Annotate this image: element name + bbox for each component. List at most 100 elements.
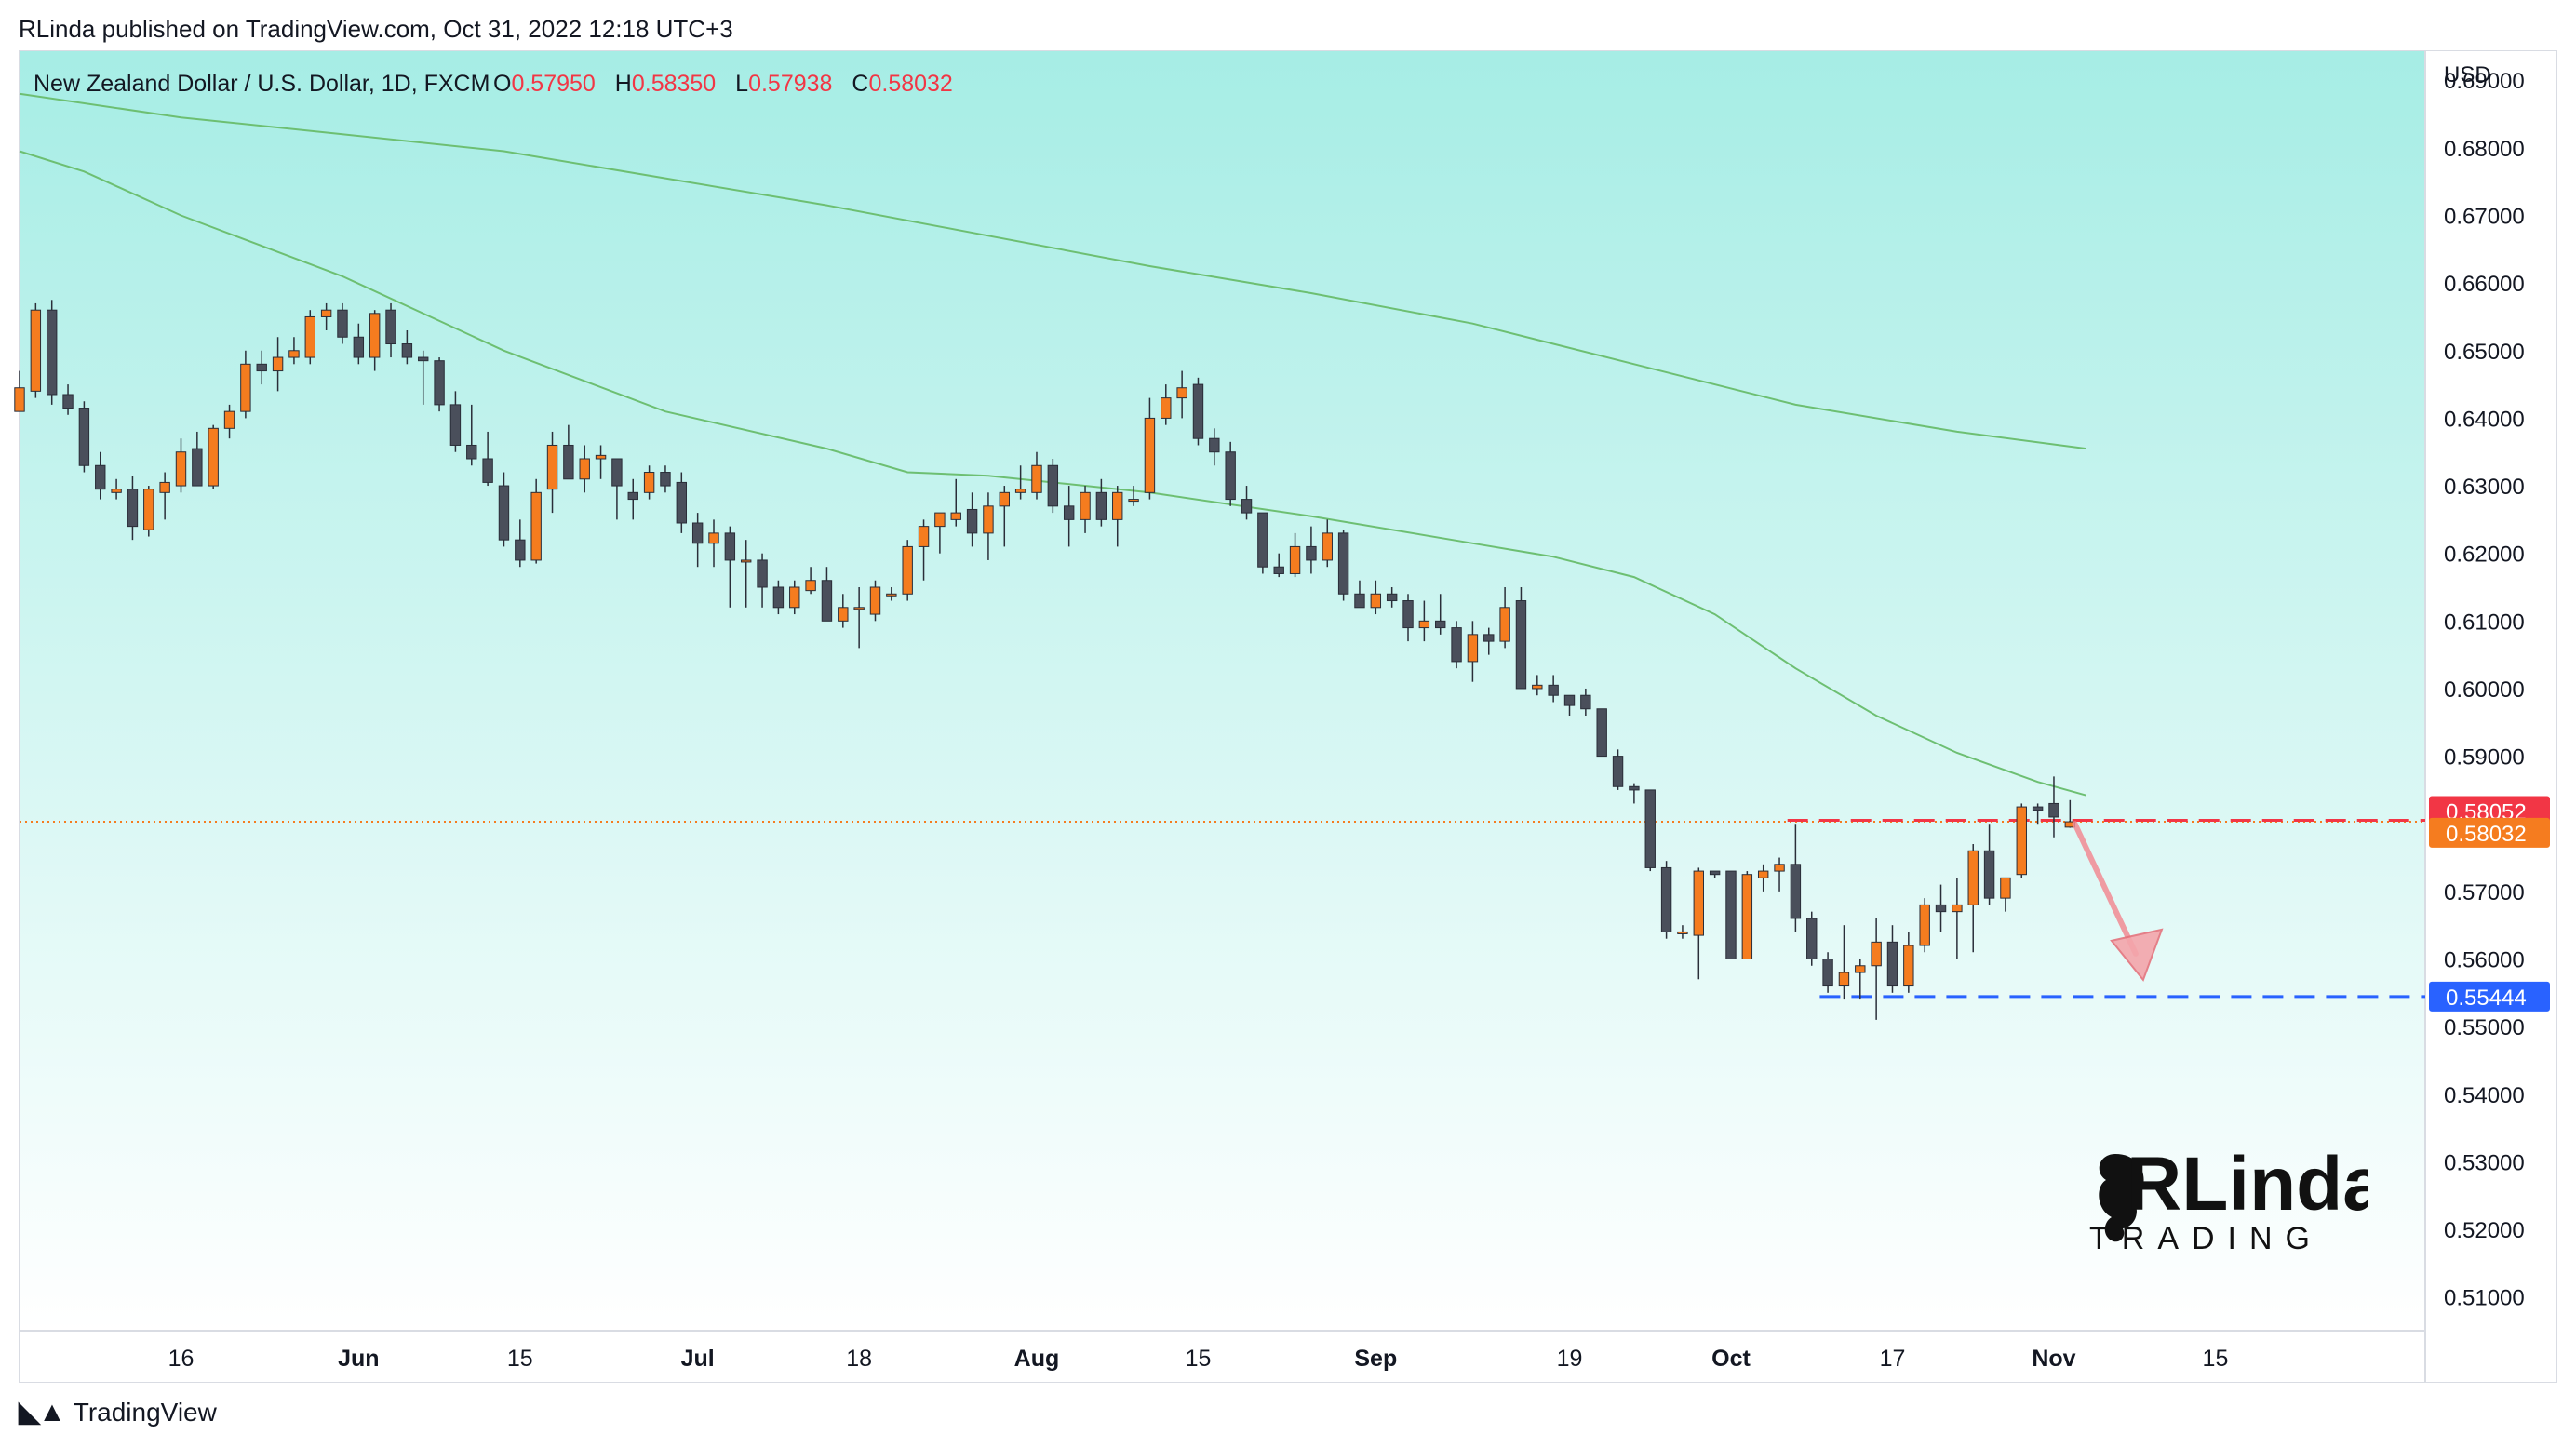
candle-body bbox=[1563, 694, 1576, 706]
candle-body bbox=[546, 444, 558, 490]
candle-body bbox=[1532, 684, 1543, 690]
candle-body bbox=[934, 512, 946, 528]
candle bbox=[1580, 688, 1591, 717]
candle bbox=[1014, 465, 1026, 500]
candle bbox=[1257, 512, 1268, 574]
candle bbox=[1467, 621, 1479, 682]
candle bbox=[1354, 580, 1365, 609]
time-tick-label: 16 bbox=[168, 1346, 195, 1372]
candle-body bbox=[256, 363, 267, 372]
candle bbox=[660, 465, 671, 493]
price-tick-label: 0.55000 bbox=[2444, 1015, 2525, 1040]
candle-body bbox=[1386, 593, 1398, 602]
candle bbox=[1209, 428, 1220, 466]
candle bbox=[2000, 877, 2011, 912]
candle-body bbox=[869, 586, 881, 615]
price-tick-label: 0.53000 bbox=[2444, 1150, 2525, 1175]
candle-body bbox=[611, 458, 623, 487]
candle bbox=[30, 302, 42, 398]
candle bbox=[1660, 861, 1672, 939]
candle bbox=[789, 580, 800, 615]
candle-body bbox=[1128, 499, 1139, 503]
candle-body bbox=[466, 444, 477, 460]
chart-legend: New Zealand Dollar / U.S. Dollar, 1D, FX… bbox=[34, 71, 953, 97]
candle-body bbox=[1612, 756, 1624, 787]
candle-body bbox=[1629, 785, 1640, 791]
candle bbox=[1095, 478, 1107, 527]
candle bbox=[1483, 627, 1495, 655]
candle-body bbox=[983, 505, 994, 534]
candle bbox=[741, 540, 752, 608]
time-tick-label: Oct bbox=[1711, 1346, 1751, 1372]
candle-body bbox=[1580, 694, 1591, 710]
candle bbox=[1370, 580, 1382, 615]
candle-body bbox=[772, 586, 785, 609]
time-tick-label: 15 bbox=[1186, 1346, 1212, 1372]
candle-body bbox=[515, 539, 526, 561]
candle bbox=[498, 472, 510, 547]
candle bbox=[546, 431, 558, 514]
candle-body bbox=[320, 309, 332, 317]
forecast-arrow-layer bbox=[2072, 821, 2164, 982]
time-tick-label: Nov bbox=[2032, 1346, 2075, 1372]
price-label-box bbox=[2429, 817, 2550, 848]
candle bbox=[466, 404, 477, 466]
candle-body bbox=[1709, 870, 1721, 876]
candle-body bbox=[660, 472, 671, 487]
candle bbox=[14, 370, 25, 412]
candle bbox=[595, 445, 607, 479]
candle-body bbox=[886, 593, 897, 597]
candle-body bbox=[1080, 491, 1091, 520]
candle-body bbox=[1935, 904, 1947, 913]
candle-body bbox=[1257, 512, 1268, 568]
candle-body bbox=[1903, 945, 1914, 987]
chart-frame[interactable] bbox=[19, 50, 2557, 1383]
candle-body bbox=[838, 607, 849, 622]
candle bbox=[838, 594, 849, 628]
candle bbox=[708, 519, 719, 568]
candle-body bbox=[1886, 941, 1898, 987]
candle-body bbox=[1967, 850, 1979, 905]
candle-body bbox=[966, 508, 978, 534]
time-tick-label: 18 bbox=[846, 1346, 872, 1372]
candle-body bbox=[1725, 870, 1737, 960]
legend-ohlc: O0.57950 H0.58350 L0.57938 C0.58032 bbox=[493, 71, 953, 97]
candle-body bbox=[127, 489, 139, 528]
candle bbox=[1289, 532, 1301, 578]
candle bbox=[1855, 959, 1866, 1000]
candle-body bbox=[1548, 684, 1559, 696]
candle bbox=[1644, 789, 1656, 872]
candle-body bbox=[1192, 383, 1204, 439]
candle-body bbox=[708, 532, 719, 544]
candle bbox=[1128, 486, 1139, 506]
candle bbox=[1677, 925, 1688, 939]
candle-body bbox=[1871, 941, 1882, 967]
candle bbox=[304, 310, 315, 365]
tradingview-logo-icon: ◣▲ bbox=[19, 1397, 66, 1428]
candle-body bbox=[1322, 532, 1333, 561]
candle bbox=[369, 310, 381, 371]
candle-body bbox=[1451, 627, 1462, 663]
candle bbox=[320, 302, 332, 330]
legend-h-value: 0.58350 bbox=[632, 71, 716, 97]
candle bbox=[821, 567, 833, 622]
candle-body bbox=[304, 315, 315, 358]
candle bbox=[1563, 694, 1576, 717]
price-tick-label: 0.67000 bbox=[2444, 205, 2525, 230]
candle-body bbox=[482, 458, 493, 483]
candle-body bbox=[724, 532, 736, 561]
candle-body bbox=[353, 336, 365, 358]
price-tick-label: 0.62000 bbox=[2444, 543, 2525, 568]
candle bbox=[1144, 397, 1156, 500]
candle-body bbox=[1144, 417, 1156, 493]
plot-background bbox=[20, 51, 2425, 1331]
candle-body bbox=[1660, 866, 1672, 932]
price-chart[interactable]: 0.69000 0.68000 0.67000 0.66000 0.65000 0.640… bbox=[0, 0, 2576, 1396]
time-tick-label: 15 bbox=[2203, 1346, 2229, 1372]
candle bbox=[611, 458, 623, 520]
candle-body bbox=[1209, 437, 1220, 453]
svg-text:TRADING: TRADING bbox=[2089, 1221, 2323, 1256]
price-tick-label: 0.69000 bbox=[2444, 69, 2525, 94]
candle bbox=[950, 478, 961, 527]
candle bbox=[563, 424, 574, 480]
